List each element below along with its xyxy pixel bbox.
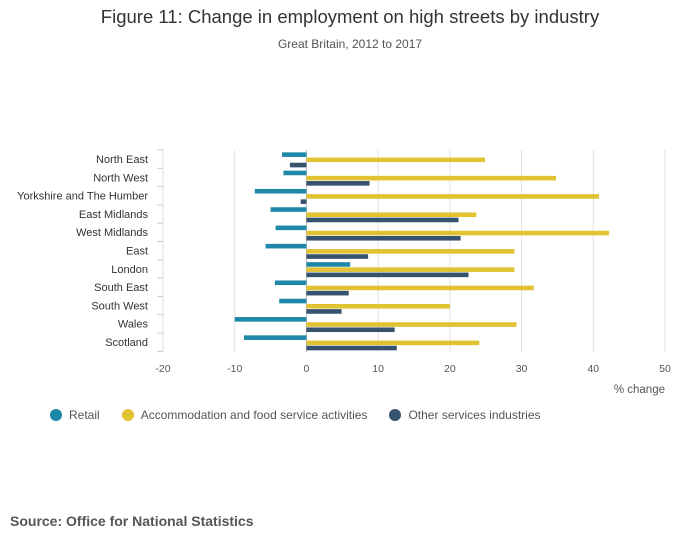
category-label-west-midlands: West Midlands: [76, 227, 148, 239]
bar-other-south-west[interactable]: [306, 309, 342, 314]
chart-subtitle: Great Britain, 2012 to 2017: [277, 37, 423, 51]
bar-accommodation-west-midlands[interactable]: [306, 230, 610, 236]
bar-other-east-midlands[interactable]: [306, 217, 459, 223]
bar-accommodation-scotland[interactable]: [306, 340, 480, 346]
category-label-yorkshire-and-the-humber: Yorkshire and The Humber: [17, 191, 148, 203]
bar-retail-south-west[interactable]: [279, 298, 307, 304]
x-tick-label: 10: [372, 363, 384, 375]
bar-other-scotland[interactable]: [306, 345, 397, 351]
bar-other-east[interactable]: [306, 254, 369, 259]
bar-other-south-east[interactable]: [306, 290, 349, 296]
bars: [234, 152, 610, 351]
bar-retail-scotland[interactable]: [244, 335, 307, 340]
category-label-south-west: South West: [91, 300, 148, 312]
x-tick-labels: -20 -10 0 10 20 30 40 50: [155, 363, 671, 375]
bar-other-west-midlands[interactable]: [306, 235, 461, 241]
chart-title: Figure 11: Change in employment on high …: [100, 6, 600, 27]
bar-retail-east-midlands[interactable]: [270, 207, 307, 212]
legend-item-accommodation[interactable]: Accommodation and food service activitie…: [121, 408, 368, 422]
legend-item-other-services[interactable]: Other services industries: [389, 408, 541, 422]
bar-accommodation-north-east[interactable]: [306, 157, 485, 163]
bar-retail-north-west[interactable]: [283, 170, 307, 176]
bar-retail-london[interactable]: [306, 262, 351, 267]
legend-label-accommodation: Accommodation and food service activitie…: [140, 408, 368, 422]
legend-marker-accommodation: [121, 409, 134, 421]
category-label-east-midlands: East Midlands: [79, 209, 149, 221]
category-labels: North East North West Yorkshire and The Hu…: [17, 154, 148, 349]
legend-label-other-services: Other services industries: [408, 408, 541, 422]
legend-marker-other-services: [389, 409, 402, 421]
category-ticks: [157, 149, 164, 352]
legend-item-retail[interactable]: Retail: [50, 408, 100, 422]
bar-other-yorkshire-and-the-humber[interactable]: [300, 199, 307, 204]
bar-retail-west-midlands[interactable]: [275, 225, 307, 231]
x-tick-label: -10: [227, 363, 242, 375]
category-label-scotland: Scotland: [105, 337, 148, 349]
x-tick-label: 40: [587, 363, 599, 375]
x-tick-label: 20: [444, 363, 456, 375]
bar-other-wales[interactable]: [306, 327, 395, 333]
category-label-london: London: [111, 264, 148, 276]
x-axis-title: % change: [614, 384, 665, 396]
category-label-east: East: [126, 246, 148, 258]
bar-accommodation-east[interactable]: [306, 249, 515, 254]
bar-accommodation-south-west[interactable]: [306, 303, 450, 309]
x-tick-label: 0: [304, 363, 310, 375]
legend-marker-retail: [50, 409, 62, 421]
legend-label-retail: Retail: [69, 408, 100, 422]
bar-other-north-east[interactable]: [289, 162, 307, 168]
bar-retail-south-east[interactable]: [274, 280, 307, 286]
bar-accommodation-london[interactable]: [306, 267, 515, 272]
bar-chart: North East North West Yorkshire and The Hu…: [17, 149, 671, 396]
bar-accommodation-south-east[interactable]: [306, 285, 534, 291]
category-label-south-east: South East: [94, 282, 148, 294]
bar-retail-yorkshire-and-the-humber[interactable]: [254, 188, 307, 194]
bar-retail-wales[interactable]: [234, 317, 307, 322]
bar-retail-east[interactable]: [265, 243, 307, 249]
category-label-wales: Wales: [118, 319, 149, 331]
legend: Retail Accommodation and food service ac…: [50, 408, 563, 422]
bar-accommodation-wales[interactable]: [306, 322, 517, 327]
bar-other-london[interactable]: [306, 272, 469, 278]
source-note: Source: Office for National Statistics: [10, 513, 254, 529]
x-tick-label: 50: [659, 363, 671, 375]
category-label-north-west: North West: [93, 172, 148, 184]
bar-retail-north-east[interactable]: [282, 152, 307, 157]
x-tick-label: -20: [155, 363, 170, 375]
bar-accommodation-north-west[interactable]: [306, 175, 556, 181]
bar-accommodation-yorkshire-and-the-humber[interactable]: [306, 194, 600, 199]
x-tick-label: 30: [516, 363, 528, 375]
bar-accommodation-east-midlands[interactable]: [306, 212, 477, 218]
category-label-north-east: North East: [96, 154, 148, 166]
bar-other-north-west[interactable]: [306, 181, 370, 186]
